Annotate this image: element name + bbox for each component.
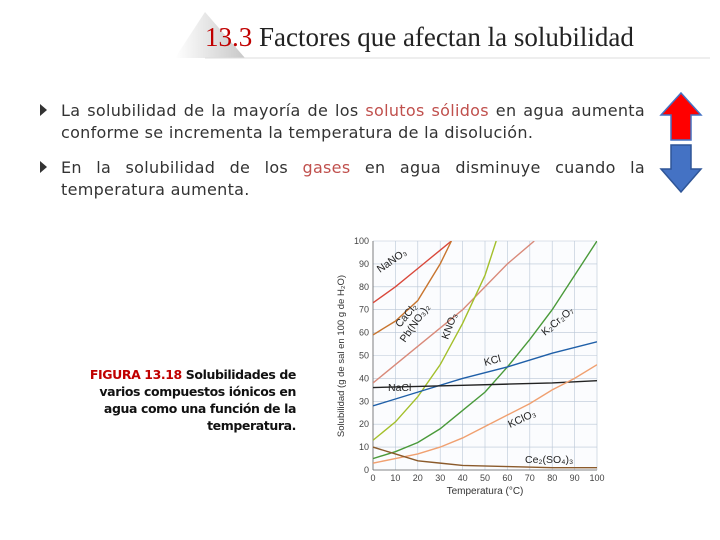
x-tick-label: 100 bbox=[589, 473, 604, 483]
series-line bbox=[373, 241, 497, 441]
chart: Solubilidad (g de sal en 100 g de H₂O) T… bbox=[336, 236, 605, 497]
bullet-text: En la solubilidad de los bbox=[61, 158, 303, 177]
y-tick-label: 30 bbox=[359, 396, 369, 406]
x-tick-label: 50 bbox=[480, 473, 490, 483]
bullet-highlight: gases bbox=[302, 158, 351, 177]
x-axis-label: Temperatura (°C) bbox=[447, 486, 524, 497]
series-group bbox=[373, 241, 597, 469]
title: 13.3 Factores que afectan la solubilidad bbox=[205, 22, 634, 53]
bullet-marker bbox=[40, 161, 47, 173]
series-line bbox=[373, 364, 597, 464]
title-text: Factores que afectan la solubilidad bbox=[259, 22, 634, 52]
caption-text: Solubilidades de varios compuestos iónic… bbox=[99, 367, 296, 433]
x-tick-label: 0 bbox=[370, 473, 375, 483]
y-tick-label: 20 bbox=[359, 419, 369, 429]
series-line bbox=[373, 241, 453, 336]
y-tick-label: 80 bbox=[359, 282, 369, 292]
series-line bbox=[373, 379, 597, 389]
series-label: NaCl bbox=[388, 382, 411, 394]
caption-label: FIGURA 13.18 bbox=[89, 367, 182, 382]
bullet-text: en agua aumenta conforme se incrementa l… bbox=[61, 101, 645, 142]
x-tick-label: 30 bbox=[435, 473, 445, 483]
bullet-text: en agua disminuye cuando la temperatura … bbox=[61, 158, 645, 199]
x-tick-label: 40 bbox=[458, 473, 468, 483]
series-line bbox=[373, 341, 597, 407]
title-number: 13.3 bbox=[205, 22, 253, 52]
y-tick-label: 70 bbox=[359, 305, 369, 315]
series-line bbox=[373, 241, 535, 384]
y-tick-label: 100 bbox=[354, 236, 369, 246]
bullet-marker bbox=[40, 104, 47, 116]
x-tick-label: 90 bbox=[570, 473, 580, 483]
y-tick-label: 50 bbox=[359, 351, 369, 361]
series-line bbox=[373, 446, 597, 469]
bullet: La solubilidad de la mayoría de los solu… bbox=[61, 100, 645, 144]
x-tick-label: 70 bbox=[525, 473, 535, 483]
title-wedge bbox=[175, 12, 245, 58]
x-tick-label: 60 bbox=[502, 473, 512, 483]
y-tick-label: 10 bbox=[359, 442, 369, 452]
x-tick-label: 20 bbox=[413, 473, 423, 483]
y-tick-label: 0 bbox=[364, 465, 369, 475]
bullet-highlight: solutos sólidos bbox=[365, 101, 489, 120]
down-arrow bbox=[659, 144, 703, 194]
x-tick-label: 80 bbox=[547, 473, 557, 483]
series-label: Ce₂(SO₄)₃ bbox=[525, 454, 573, 466]
bullet: En la solubilidad de los gases en agua d… bbox=[61, 157, 645, 201]
series-line bbox=[373, 241, 452, 304]
up-arrow bbox=[659, 91, 703, 141]
y-axis-label: Solubilidad (g de sal en 100 g de H₂O) bbox=[336, 275, 347, 437]
y-tick-label: 60 bbox=[359, 328, 369, 338]
figure-caption: FIGURA 13.18 Solubilidades de varios com… bbox=[80, 366, 297, 434]
series-label: KCl bbox=[483, 353, 502, 369]
y-tick-label: 90 bbox=[359, 259, 369, 269]
y-tick-label: 40 bbox=[359, 373, 369, 383]
series-line bbox=[373, 241, 597, 460]
x-tick-label: 10 bbox=[390, 473, 400, 483]
bullet-text: La solubilidad de la mayoría de los bbox=[61, 101, 366, 120]
